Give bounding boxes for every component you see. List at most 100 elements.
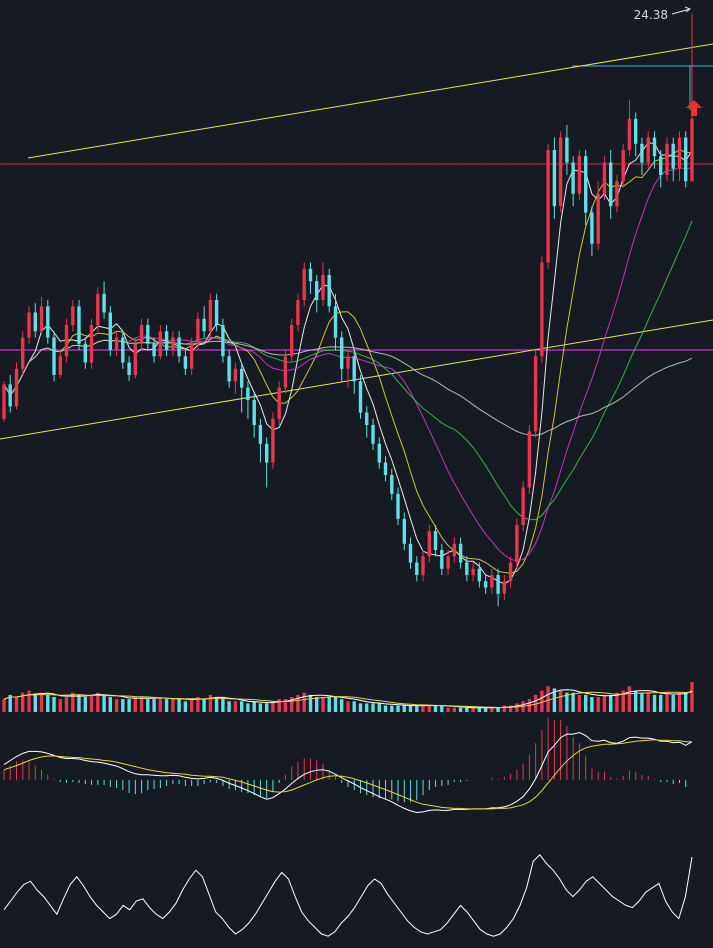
volume-bar — [152, 699, 156, 712]
volume-bar — [446, 707, 450, 712]
candle-body — [133, 343, 137, 375]
volume-bar — [2, 699, 6, 712]
volume-bar — [196, 697, 200, 712]
candle-body — [127, 362, 131, 375]
candle-body — [214, 300, 219, 325]
volume-bar — [371, 703, 375, 712]
candle-body — [577, 156, 582, 194]
candle-body — [365, 412, 369, 425]
candle-body — [527, 431, 532, 488]
candle-body — [458, 543, 463, 563]
volume-bar — [652, 694, 657, 712]
candle-body — [8, 384, 12, 407]
volume-bar — [540, 690, 544, 712]
candle-body — [396, 493, 400, 519]
volume-bar — [458, 707, 463, 712]
oscillator-grid — [0, 857, 713, 911]
candle-body — [571, 162, 575, 194]
candle-body — [77, 306, 81, 344]
volume-bar — [114, 699, 119, 712]
candle-body — [308, 268, 313, 282]
macd-histogram — [3, 717, 687, 803]
candle-body — [102, 293, 106, 313]
volume-bar — [471, 707, 475, 712]
candle-body — [671, 143, 675, 169]
volume-bar — [390, 705, 394, 712]
volume-bar — [552, 688, 557, 712]
volume-bar — [452, 707, 456, 712]
volume-bar — [321, 697, 325, 712]
volume-bar — [352, 701, 356, 712]
volume-bar — [508, 705, 513, 712]
volume-bar — [634, 690, 638, 712]
price-trend-lines — [0, 43, 713, 440]
volume-bar — [396, 705, 400, 712]
macd-dea-line — [3, 739, 692, 810]
volume-bar — [602, 694, 607, 712]
volume-bar — [171, 699, 175, 712]
candle-body — [627, 118, 632, 151]
volume-bar — [133, 697, 137, 712]
volume-bar — [252, 701, 256, 712]
volume-bar — [146, 699, 150, 712]
candle-body — [27, 312, 31, 338]
candle-body — [496, 575, 500, 594]
candle-body — [415, 562, 419, 575]
volume-bar — [52, 697, 56, 712]
candle-body — [508, 562, 513, 582]
candle-body — [540, 262, 544, 357]
candle-body — [96, 293, 100, 326]
candle-body — [659, 156, 663, 175]
candle-body — [58, 356, 62, 375]
volume-bar — [546, 686, 550, 712]
candle-body — [558, 137, 563, 207]
candle-body — [515, 525, 519, 563]
candle-body — [490, 575, 494, 588]
oscillator-line — [3, 854, 693, 937]
candle-body — [390, 475, 394, 494]
price-panel: 24.38 — [0, 6, 713, 631]
volume-bar — [8, 694, 12, 712]
volume-bar — [58, 699, 62, 712]
volume-bar — [502, 705, 506, 712]
candle-body — [164, 331, 169, 351]
candle-body — [114, 337, 119, 350]
candle-body — [521, 487, 525, 525]
candle-body — [302, 268, 306, 301]
volume-bar — [89, 694, 94, 712]
volume-bar — [102, 694, 106, 712]
macd-dif-line — [3, 731, 693, 814]
candle-body — [596, 193, 600, 244]
volume-bar — [477, 707, 481, 712]
buy-signal-arrow-icon[interactable] — [686, 100, 702, 116]
volume-bar — [189, 699, 194, 712]
volume-bar — [302, 692, 306, 712]
volume-bar — [246, 703, 250, 712]
candle-body — [452, 543, 456, 557]
volume-bar — [39, 692, 44, 712]
volume-bar — [440, 705, 444, 712]
candle-body — [315, 281, 319, 300]
candle-body — [71, 306, 75, 326]
candle-body — [552, 150, 557, 207]
candle-body — [646, 137, 650, 163]
volume-bar — [14, 697, 19, 712]
candles — [2, 13, 694, 607]
volume-bar — [240, 701, 244, 712]
candle-body — [333, 306, 338, 338]
volume-bar — [333, 697, 338, 712]
volume-bar — [77, 694, 81, 712]
candle-body — [277, 387, 281, 419]
candle-body — [565, 137, 569, 163]
candle-body — [358, 381, 363, 413]
candle-body — [271, 418, 275, 463]
candle-body — [221, 325, 225, 357]
volume-bar — [690, 682, 694, 712]
candle-body — [346, 356, 350, 369]
candle-body — [46, 306, 50, 338]
candle-body — [177, 337, 181, 357]
macd-panel — [3, 717, 693, 814]
price-reference-lines — [0, 65, 713, 351]
candle-body — [615, 181, 619, 207]
